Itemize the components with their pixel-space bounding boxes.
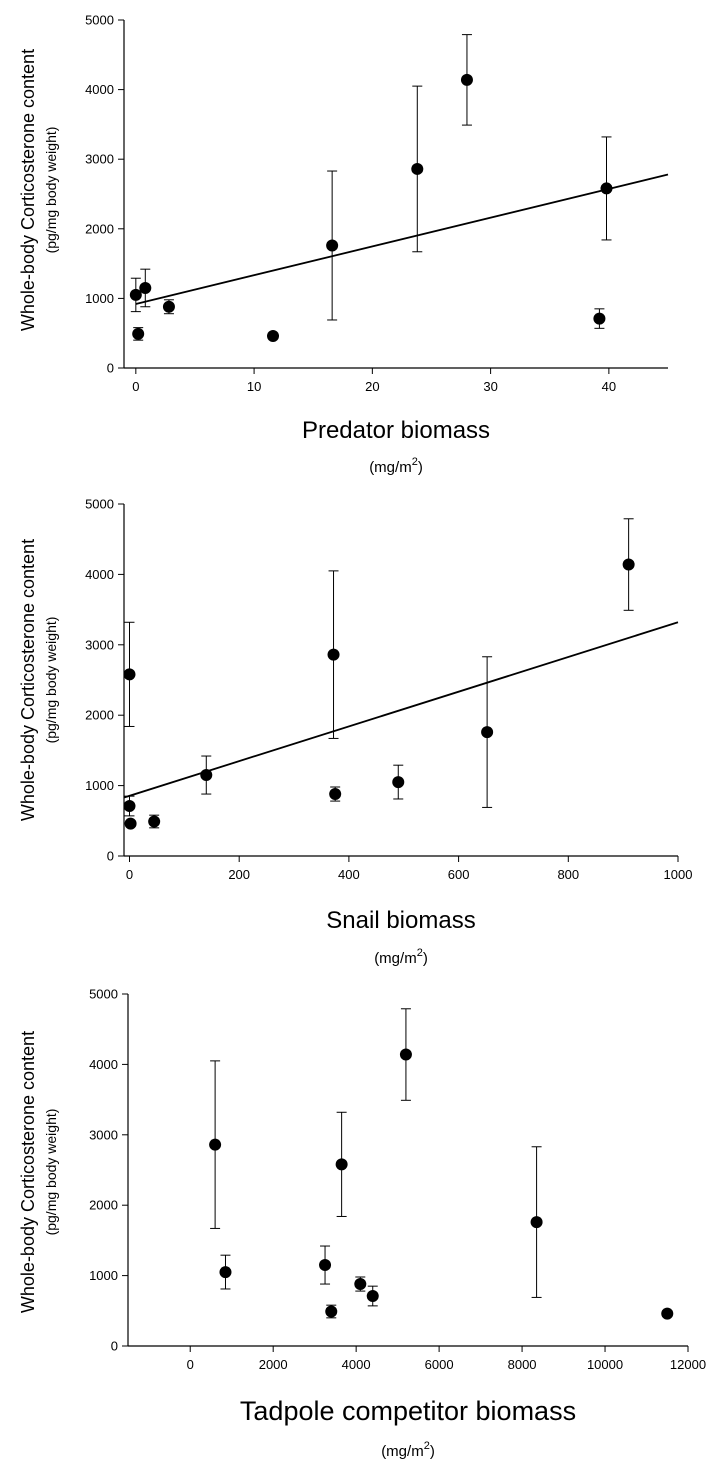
regression-line bbox=[135, 173, 669, 305]
data-point bbox=[411, 162, 424, 175]
x-axis-unit-label: (mg/m2) bbox=[381, 1440, 435, 1460]
chart-panel-3: 0 1000 2000 3000 4000 5000 0 2000 4000 6000 8000 10… bbox=[18, 987, 706, 1460]
y-tick-label: 2000 bbox=[85, 708, 114, 723]
data-point bbox=[622, 558, 635, 571]
x-tick-label: 200 bbox=[228, 867, 250, 882]
x-tick-label: 10000 bbox=[587, 1357, 623, 1372]
data-point bbox=[530, 1216, 543, 1229]
data-point bbox=[399, 1048, 412, 1061]
y-tick-label: 1000 bbox=[85, 778, 114, 793]
chart-panel-1: 0 1000 2000 3000 4000 5000 0 10 20 30 40 Whole-body… bbox=[18, 13, 669, 476]
y-axis-unit-label: (pg/mg body weight) bbox=[43, 1109, 59, 1236]
x-tick-label: 0 bbox=[126, 867, 133, 882]
regression-line bbox=[123, 621, 679, 799]
y-axis-unit-label: (pg/mg body weight) bbox=[43, 127, 59, 254]
data-point bbox=[600, 182, 613, 195]
data-point bbox=[209, 1138, 222, 1151]
data-point bbox=[335, 1158, 348, 1171]
data-point bbox=[124, 817, 137, 830]
x-tick-label: 12000 bbox=[670, 1357, 706, 1372]
x-tick-label: 2000 bbox=[259, 1357, 288, 1372]
y-tick-label: 0 bbox=[107, 361, 114, 376]
y-tick-label: 0 bbox=[111, 1339, 118, 1354]
data-point bbox=[366, 1290, 379, 1303]
x-axis-unit-label: (mg/m2) bbox=[369, 456, 423, 476]
chart-panel-2: 0 1000 2000 3000 4000 5000 0 200 400 600 800 1000 Wh… bbox=[18, 497, 692, 968]
x-tick-label: 400 bbox=[338, 867, 360, 882]
data-point bbox=[319, 1259, 332, 1272]
data-point bbox=[219, 1266, 232, 1279]
y-tick-label: 4000 bbox=[85, 82, 114, 97]
data-point bbox=[325, 1305, 338, 1318]
x-tick-label: 0 bbox=[132, 379, 139, 394]
x-tick-label: 40 bbox=[602, 379, 616, 394]
y-tick-label: 4000 bbox=[89, 1057, 118, 1072]
y-tick-label: 2000 bbox=[89, 1198, 118, 1213]
y-tick-label: 0 bbox=[107, 849, 114, 864]
y-axis-label: Whole-body Corticosterone content bbox=[18, 1031, 38, 1313]
x-tick-label: 10 bbox=[247, 379, 261, 394]
data-point bbox=[354, 1278, 367, 1291]
y-tick-label: 5000 bbox=[85, 13, 114, 28]
x-tick-label: 800 bbox=[557, 867, 579, 882]
x-tick-label: 600 bbox=[448, 867, 470, 882]
y-tick-label: 1000 bbox=[89, 1268, 118, 1283]
data-point bbox=[326, 239, 339, 252]
data-point bbox=[162, 300, 175, 313]
data-point bbox=[327, 648, 340, 661]
data-point bbox=[593, 312, 606, 325]
x-tick-label: 30 bbox=[483, 379, 497, 394]
y-tick-label: 3000 bbox=[85, 152, 114, 167]
x-tick-label: 20 bbox=[365, 379, 379, 394]
data-point bbox=[132, 327, 145, 340]
data-point bbox=[123, 800, 136, 813]
data-point bbox=[200, 769, 213, 782]
x-tick-label: 4000 bbox=[342, 1357, 371, 1372]
y-tick-label: 5000 bbox=[89, 987, 118, 1002]
data-point bbox=[123, 668, 136, 681]
x-axis-label: Predator biomass bbox=[302, 417, 490, 444]
x-tick-label: 0 bbox=[187, 1357, 194, 1372]
y-tick-label: 4000 bbox=[85, 567, 114, 582]
y-axis-label: Whole-body Corticosterone content bbox=[18, 539, 38, 821]
x-tick-label: 1000 bbox=[664, 867, 693, 882]
y-tick-label: 3000 bbox=[89, 1127, 118, 1142]
data-point bbox=[481, 726, 494, 739]
data-point bbox=[139, 281, 152, 294]
y-axis-unit-label: (pg/mg body weight) bbox=[43, 617, 59, 744]
data-point bbox=[329, 788, 342, 801]
x-axis-label: Tadpole competitor biomass bbox=[240, 1396, 576, 1426]
data-point bbox=[392, 776, 405, 789]
x-tick-label: 8000 bbox=[508, 1357, 537, 1372]
y-tick-label: 5000 bbox=[85, 497, 114, 512]
x-axis-unit-label: (mg/m2) bbox=[374, 947, 428, 967]
y-tick-label: 2000 bbox=[85, 221, 114, 236]
data-point bbox=[460, 73, 473, 86]
y-tick-label: 1000 bbox=[85, 291, 114, 306]
data-point bbox=[129, 288, 142, 301]
data-point bbox=[661, 1307, 674, 1320]
data-point bbox=[267, 329, 280, 342]
x-tick-label: 6000 bbox=[425, 1357, 454, 1372]
y-axis-label: Whole-body Corticosterone content bbox=[18, 49, 38, 331]
y-tick-label: 3000 bbox=[85, 637, 114, 652]
data-point bbox=[148, 815, 161, 828]
x-axis-label: Snail biomass bbox=[326, 907, 475, 934]
